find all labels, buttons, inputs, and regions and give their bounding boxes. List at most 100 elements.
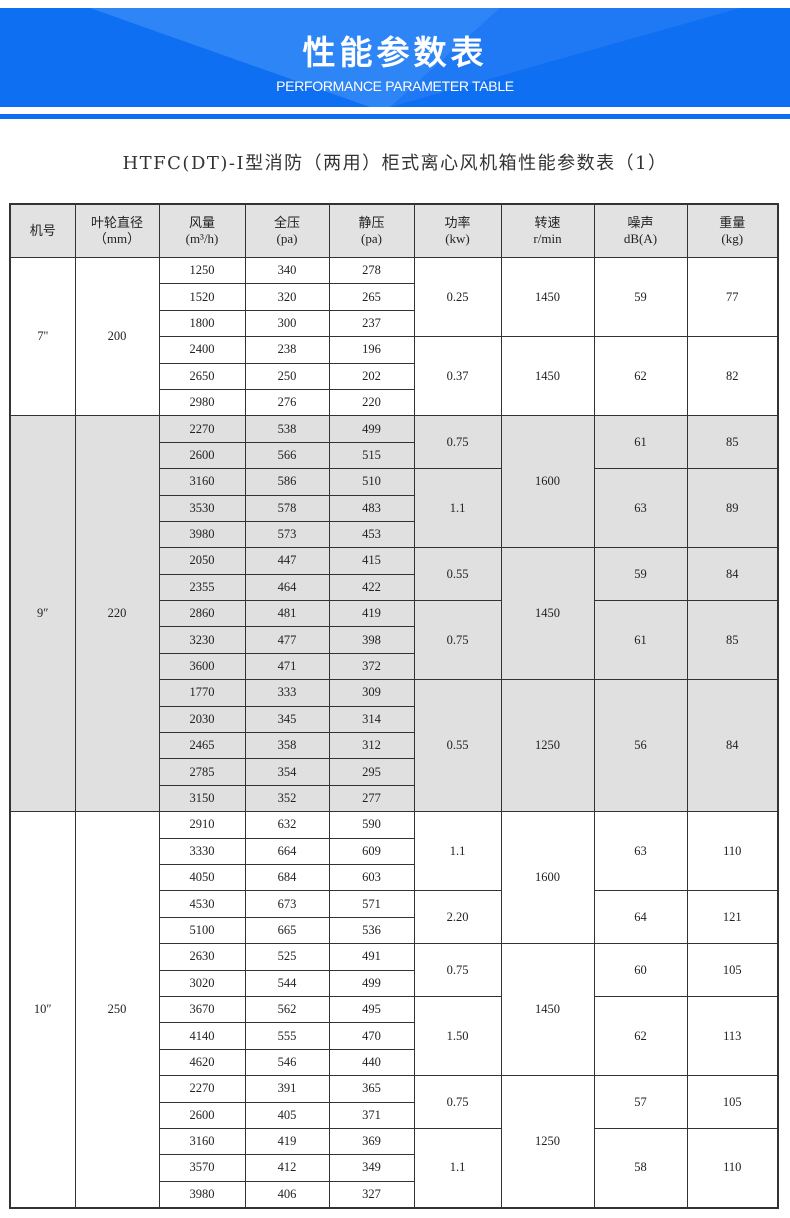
static-pressure-cell: 483 <box>328 494 415 522</box>
air-flow-cell: 2050 <box>158 547 246 575</box>
speed-cell: 1250 <box>500 679 595 813</box>
noise-cell: 59 <box>593 256 688 338</box>
weight-cell: 82 <box>686 336 779 417</box>
total-pressure-cell: 464 <box>244 573 330 602</box>
air-flow-cell: 3330 <box>158 837 246 865</box>
static-pressure-cell: 196 <box>328 336 415 364</box>
table-row: 3570 412 349 <box>10 1154 778 1182</box>
air-flow-cell: 3160 <box>158 468 246 496</box>
table-row: 3330 664 609 <box>10 837 778 865</box>
power-cell: 0.75 <box>413 1075 502 1129</box>
air-flow-cell: 4620 <box>158 1048 246 1077</box>
static-pressure-cell: 237 <box>328 309 415 338</box>
table-row: 1520 320 265 <box>10 283 778 311</box>
static-pressure-cell: 603 <box>328 863 415 892</box>
total-pressure-cell: 471 <box>244 652 330 681</box>
static-pressure-cell: 365 <box>328 1075 415 1103</box>
table-row: 3160 586 510 1.1 63 89 <box>10 468 779 549</box>
power-cell: 1.1 <box>413 468 502 549</box>
total-pressure-cell: 405 <box>244 1101 330 1129</box>
table-row: 10″ 250 2910 632 590 1.1 1600 63 110 <box>9 811 779 1209</box>
table-row: 3160 419 369 1.1 58 110 <box>10 1127 779 1209</box>
total-pressure-cell: 664 <box>244 837 330 865</box>
air-flow-cell: 3020 <box>158 969 246 997</box>
weight-cell: 85 <box>686 600 779 681</box>
power-cell: 0.25 <box>413 256 502 338</box>
total-pressure-cell: 665 <box>244 916 330 945</box>
header-banner: 性能参数表 PERFORMANCE PARAMETER TABLE <box>0 8 790 107</box>
total-pressure-cell: 555 <box>244 1022 330 1050</box>
column-header-static-pressure: 静压 (pa) <box>328 203 415 258</box>
table-row: 3600 471 372 <box>10 652 778 681</box>
total-pressure-cell: 566 <box>244 441 330 470</box>
document-title: HTFC(DT)-Ⅰ型消防（两用）柜式离心风机箱性能参数表（1） <box>122 153 668 174</box>
table-row: 5100 665 536 <box>10 916 778 945</box>
air-flow-cell: 3160 <box>158 1127 246 1156</box>
air-flow-cell: 4140 <box>158 1022 246 1050</box>
static-pressure-cell: 415 <box>328 547 415 575</box>
total-pressure-cell: 562 <box>244 995 330 1024</box>
total-pressure-cell: 406 <box>244 1180 330 1209</box>
header-label: 重量 <box>719 215 746 230</box>
header-unit: r/min <box>533 231 562 246</box>
column-header-total-pressure: 全压 (pa) <box>244 203 330 258</box>
static-pressure-cell: 372 <box>328 652 415 681</box>
weight-cell: 89 <box>686 468 779 549</box>
air-flow-cell: 3980 <box>158 1180 246 1209</box>
performance-table: 机号 叶轮直径 （mm） 风量 (m³/h) 全压 (pa) 静压 (pa) 功率 (kw) 转速 r/… <box>9 203 779 1210</box>
total-pressure-cell: 352 <box>244 784 330 813</box>
total-pressure-cell: 320 <box>244 283 330 311</box>
air-flow-cell: 3150 <box>158 784 246 813</box>
impeller-diameter-cell: 220 <box>74 415 160 813</box>
noise-cell: 62 <box>593 336 688 417</box>
noise-cell: 56 <box>593 679 688 813</box>
air-flow-cell: 2355 <box>158 573 246 602</box>
table-row: 3980 573 453 <box>10 520 778 549</box>
header-label: 转速 <box>534 215 561 230</box>
air-flow-cell: 3600 <box>158 652 246 681</box>
air-flow-cell: 3570 <box>158 1154 246 1182</box>
static-pressure-cell: 309 <box>328 679 415 707</box>
total-pressure-cell: 447 <box>244 547 330 575</box>
total-pressure-cell: 525 <box>244 943 330 971</box>
banner-subtitle: PERFORMANCE PARAMETER TABLE <box>276 78 514 94</box>
column-header-impeller-diameter: 叶轮直径 （mm） <box>74 203 160 258</box>
total-pressure-cell: 358 <box>244 732 330 760</box>
air-flow-cell: 2465 <box>158 732 246 760</box>
weight-cell: 113 <box>686 995 779 1077</box>
speed-cell: 1450 <box>500 336 595 417</box>
header-unit: (kw) <box>445 231 470 246</box>
speed-cell: 1250 <box>500 1075 595 1209</box>
header-label: 机号 <box>29 223 56 238</box>
total-pressure-cell: 586 <box>244 468 330 496</box>
air-flow-cell: 2650 <box>158 362 246 390</box>
banner-triangle-decoration <box>90 8 740 107</box>
air-flow-cell: 3530 <box>158 494 246 522</box>
table-row: 2980 276 220 <box>10 388 778 417</box>
speed-cell: 1450 <box>500 256 595 338</box>
table-row: 2050 447 415 0.55 1450 59 84 <box>10 547 779 681</box>
total-pressure-cell: 538 <box>244 415 330 443</box>
weight-cell: 85 <box>686 415 779 470</box>
power-cell: 0.55 <box>413 547 502 602</box>
header-unit: dB(A) <box>623 231 658 246</box>
total-pressure-cell: 477 <box>244 626 330 654</box>
power-cell: 0.55 <box>413 679 502 813</box>
column-header-speed: 转速 r/min <box>500 203 595 258</box>
table-row: 1770 333 309 0.55 1250 56 84 <box>10 679 779 813</box>
table-row: 2465 358 312 <box>10 732 778 760</box>
speed-cell: 1450 <box>500 943 595 1077</box>
noise-cell: 57 <box>593 1075 688 1129</box>
static-pressure-cell: 440 <box>328 1048 415 1077</box>
air-flow-cell: 2600 <box>158 1101 246 1129</box>
air-flow-cell: 2910 <box>158 811 246 839</box>
table-row: 2270 391 365 0.75 1250 57 105 <box>10 1075 779 1209</box>
static-pressure-cell: 510 <box>328 468 415 496</box>
table-row: 4140 555 470 <box>10 1022 778 1050</box>
table-header-row: 机号 叶轮直径 （mm） 风量 (m³/h) 全压 (pa) 静压 (pa) 功率 (kw) 转速 r/… <box>9 203 779 258</box>
table-row: 3230 477 398 <box>10 626 778 654</box>
air-flow-cell: 2400 <box>158 336 246 364</box>
static-pressure-cell: 277 <box>328 784 415 813</box>
noise-cell: 61 <box>593 415 688 470</box>
total-pressure-cell: 546 <box>244 1048 330 1077</box>
